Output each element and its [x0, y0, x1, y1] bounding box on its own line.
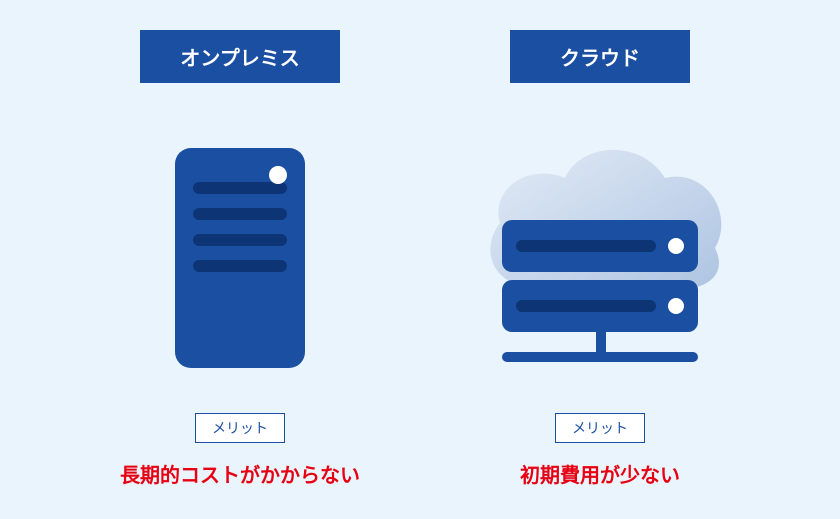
rack-indicator-dot	[668, 298, 684, 314]
cloud-header: クラウド	[510, 30, 690, 83]
server-slot-line	[193, 260, 287, 272]
cloud-merit-label: メリット	[555, 413, 645, 443]
server-indicator-dot	[269, 166, 287, 184]
rack-stand-vertical	[596, 332, 606, 354]
rack-slot	[516, 300, 656, 312]
onpremise-column: オンプレミス メリット 長期的コストがかからない	[80, 30, 400, 488]
server-slot-line	[193, 208, 287, 220]
rack-indicator-dot	[668, 238, 684, 254]
cloud-benefit-text: 初期費用が少ない	[520, 459, 680, 488]
rack-stand-base	[502, 352, 698, 362]
cloud-servers-icon	[460, 128, 740, 388]
onpremise-merit-label: メリット	[195, 413, 285, 443]
server-device-icon	[175, 148, 305, 368]
cloud-rack-icon	[502, 220, 698, 272]
onpremise-icon-area	[175, 123, 305, 393]
cloud-icon-area	[460, 123, 740, 393]
cloud-rack-icon	[502, 280, 698, 332]
rack-slot	[516, 240, 656, 252]
onpremise-benefit-text: 長期的コストがかからない	[120, 459, 360, 488]
server-slot-line	[193, 182, 287, 194]
server-slot-line	[193, 234, 287, 246]
cloud-column: クラウド メリット 初期費	[440, 30, 760, 488]
onpremise-header: オンプレミス	[140, 30, 339, 83]
